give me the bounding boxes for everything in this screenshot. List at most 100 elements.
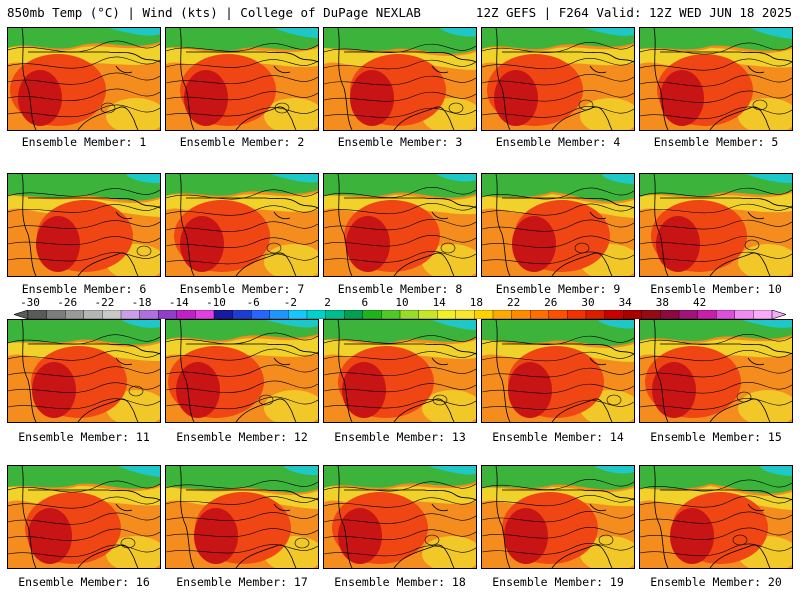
colorbar-tick-label: 42 [692,296,707,309]
colorbar-swatch [641,310,661,319]
colorbar-tick-label: 26 [544,296,558,309]
colorbar-tick-label: 14 [432,296,446,309]
colorbar-tick-label: -14 [168,296,189,309]
colorbar-swatch [530,310,550,319]
colorbar-tick-label: -26 [57,296,78,309]
ensemble-member-label: Ensemble Member: 16 [18,575,150,589]
colorbar-tick-label: -6 [246,296,260,309]
colorbar-swatch [697,310,717,319]
colorbar-tick-label: 38 [655,296,670,309]
colorbar-swatch [213,310,234,319]
ensemble-map-14 [481,319,635,423]
colorbar-tick-label: 6 [361,296,369,309]
colorbar-tick-label: 34 [618,296,632,309]
ensemble-map-20 [639,465,793,569]
ensemble-map-10 [639,173,793,277]
ensemble-map-17 [165,465,319,569]
ensemble-member-label: Ensemble Member: 7 [179,282,305,296]
colorbar-tick-label: 2 [324,296,331,309]
colorbar-tick-label: 18 [469,296,484,309]
colorbar-swatch [660,310,680,319]
colorbar-max-arrow [771,310,786,319]
colorbar-tick-label: -22 [94,296,115,309]
ensemble-map-5 [639,27,793,131]
colorbar-swatch [46,310,66,319]
ensemble-member-label: Ensemble Member: 12 [176,430,308,444]
colorbar-min-arrow [14,310,29,319]
colorbar-swatch [678,310,699,319]
ensemble-member-label: Ensemble Member: 13 [334,430,466,444]
ensemble-member-label: Ensemble Member: 6 [21,282,147,296]
ensemble-map-9 [481,173,635,277]
colorbar-swatch [65,310,85,319]
ensemble-map-15 [639,319,793,423]
colorbar-swatch [102,310,122,319]
ensemble-member-label: Ensemble Member: 2 [179,135,305,149]
colorbar-swatch [120,310,141,319]
colorbar-swatch [604,310,624,319]
ensemble-member-label: Ensemble Member: 15 [650,430,782,444]
ensemble-map-2 [165,27,319,131]
colorbar-swatch [455,310,475,319]
colorbar-labels: -30 -26 -22 -18 -14 -10 -6 -2 2 6 10 14 18 22 26 30 34 38… [0,296,800,310]
colorbar-tick-label: 30 [581,296,595,309]
colorbar-swatch [734,310,754,319]
ensemble-member-label: Ensemble Member: 11 [18,430,150,444]
colorbar-tick-label: -30 [20,296,40,309]
colorbar-swatch [548,310,568,319]
ensemble-member-label: Ensemble Member: 4 [495,135,621,149]
colorbar-tick-label: -2 [283,296,298,309]
ensemble-map-6 [7,173,161,277]
colorbar-swatch [492,310,513,319]
ensemble-member-label: Ensemble Member: 9 [495,282,621,296]
colorbar-swatch [306,310,327,319]
colorbar-swatch [381,310,401,319]
ensemble-member-label: Ensemble Member: 1 [21,135,147,149]
colorbar-swatch [232,310,252,319]
chart-title: 850mb Temp (°C) | Wind (kts) | College o… [7,5,421,20]
colorbar-swatch [399,310,420,319]
colorbar-tick-label: -10 [206,296,226,309]
ensemble-map-11 [7,319,161,423]
ensemble-map-7 [165,173,319,277]
colorbar-tick-label: -18 [131,296,152,309]
colorbar-swatch [362,310,382,319]
ensemble-member-label: Ensemble Member: 8 [337,282,463,296]
colorbar-swatch [344,310,364,319]
ensemble-map-18 [323,465,477,569]
ensemble-member-label: Ensemble Member: 5 [653,135,779,149]
colorbar-swatch [139,310,159,319]
colorbar-swatch [250,310,271,319]
colorbar-swatch [511,310,531,319]
ensemble-map-3 [323,27,477,131]
ensemble-map-13 [323,319,477,423]
ensemble-map-12 [165,319,319,423]
colorbar-swatch [288,310,308,319]
ensemble-member-label: Ensemble Member: 20 [650,575,782,589]
colorbar-swatch [83,310,103,319]
header: 850mb Temp (°C) | Wind (kts) | College o… [0,0,800,24]
ensemble-member-label: Ensemble Member: 10 [650,282,782,296]
colorbar-swatch [753,310,773,319]
run-valid-time: 12Z GEFS | F264 Valid: 12Z WED JUN 18 20… [475,5,792,20]
colorbar-swatch [418,310,438,319]
colorbar-tick-label: 22 [506,296,521,309]
colorbar-tick-label: 10 [395,296,409,309]
colorbar-swatch [437,310,457,319]
colorbar-swatch [474,310,494,319]
ensemble-map-4 [481,27,635,131]
ensemble-member-label: Ensemble Member: 19 [492,575,624,589]
ensemble-map-1 [7,27,161,131]
colorbar-swatch [325,310,345,319]
temperature-colorbar [14,310,786,319]
colorbar-swatch [585,310,606,319]
ensemble-map-8 [323,173,477,277]
ensemble-member-label: Ensemble Member: 3 [337,135,463,149]
ensemble-map-19 [481,465,635,569]
colorbar-swatch [176,310,196,319]
colorbar-swatch [623,310,643,319]
colorbar-swatch [157,310,178,319]
ensemble-member-label: Ensemble Member: 14 [492,430,624,444]
colorbar-swatch [195,310,215,319]
ensemble-member-label: Ensemble Member: 17 [176,575,308,589]
